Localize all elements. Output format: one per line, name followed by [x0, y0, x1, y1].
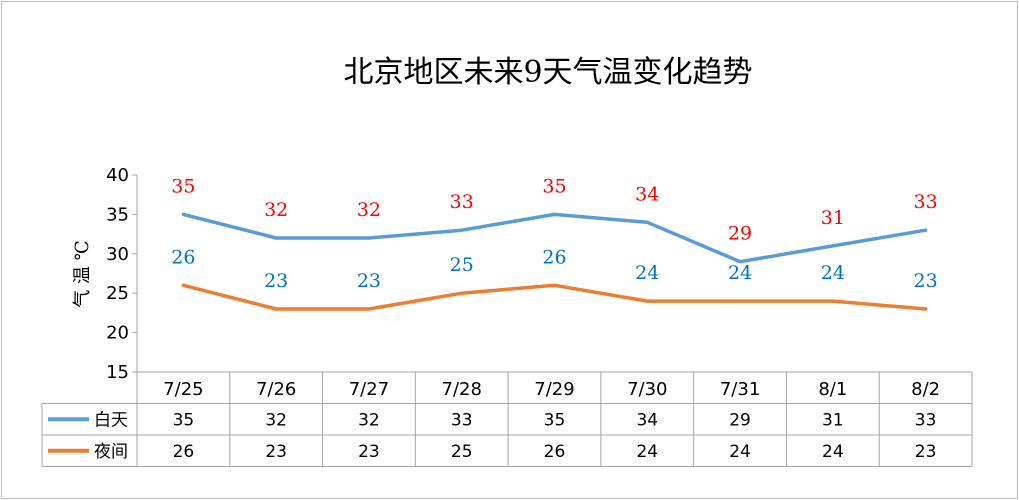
data-label-day: 32: [357, 199, 381, 221]
x-tick-label: 7/28: [442, 379, 482, 400]
x-tick-label: 7/26: [256, 379, 296, 400]
x-tick-label: 8/2: [911, 379, 940, 400]
table-cell-value: 23: [265, 442, 287, 462]
table-cell-value: 26: [544, 442, 566, 462]
table-cell-value: 32: [265, 410, 287, 430]
chart-title: 北京地区未来9天气温变化趋势: [343, 55, 752, 90]
data-label-night: 23: [914, 270, 938, 292]
y-axis-label: 气 温 ℃: [72, 240, 93, 308]
data-label-night: 25: [450, 254, 474, 276]
series-line-night: [181, 283, 928, 311]
y-tick-label: 20: [106, 323, 129, 344]
y-tick-label: 40: [106, 165, 129, 186]
data-table: 7/25 7/26 7/27 7/28 7/29 7/30 7/31 8/1 8/2 白天 35 32…: [41, 371, 973, 467]
table-cell-value: 35: [544, 410, 566, 430]
table-cell-value: 33: [451, 410, 473, 430]
data-label-night: 24: [821, 262, 845, 284]
table-cell-value: 33: [915, 410, 937, 430]
y-tick-label: 25: [106, 283, 129, 304]
x-tick-label: 7/31: [720, 379, 760, 400]
table-cell-value: 23: [358, 442, 380, 462]
y-tick-label: 35: [106, 204, 129, 225]
data-label-night: 24: [635, 262, 659, 284]
table-cell-value: 23: [915, 442, 937, 462]
table-cell-value: 35: [173, 410, 195, 430]
x-tick-label: 8/1: [818, 379, 847, 400]
x-tick-label: 7/29: [534, 379, 574, 400]
y-tick-label: 15: [106, 362, 129, 383]
legend-label: 白天: [94, 410, 128, 430]
data-label-night: 24: [728, 262, 752, 284]
data-label-day: 35: [542, 175, 566, 197]
data-label-night: 26: [171, 246, 195, 268]
table-cell-value: 24: [729, 442, 751, 462]
table-cell-value: 26: [173, 442, 195, 462]
x-tick-label: 7/30: [627, 379, 667, 400]
data-label-day: 31: [821, 207, 845, 229]
data-label-night: 23: [264, 270, 288, 292]
series-line-day: [181, 212, 928, 264]
data-label-night: 23: [357, 270, 381, 292]
x-tick-label: 7/25: [163, 379, 203, 400]
y-tick-label: 30: [106, 244, 129, 265]
axes: 15 20 25 30 35 40: [106, 165, 138, 383]
data-label-day: 29: [728, 223, 752, 245]
data-label-day: 33: [450, 191, 474, 213]
table-cell-value: 24: [636, 442, 658, 462]
table-cell-value: 31: [822, 410, 844, 430]
data-label-night: 26: [542, 246, 566, 268]
table-cell-value: 24: [822, 442, 844, 462]
table-cell-value: 32: [358, 410, 380, 430]
table-cell-value: 25: [451, 442, 473, 462]
series-lines: [181, 212, 928, 311]
data-label-day: 34: [635, 183, 659, 205]
table-cell-value: 34: [636, 410, 658, 430]
data-label-day: 32: [264, 199, 288, 221]
data-label-day: 33: [914, 191, 938, 213]
data-label-day: 35: [171, 175, 195, 197]
table-cell-value: 29: [729, 410, 751, 430]
data-labels: 35 32 32 33 35 34 29 31 33 26 23 23 25 26 24 24 24 23: [171, 175, 937, 292]
x-tick-label: 7/27: [349, 379, 389, 400]
legend-label: 夜间: [94, 442, 128, 462]
